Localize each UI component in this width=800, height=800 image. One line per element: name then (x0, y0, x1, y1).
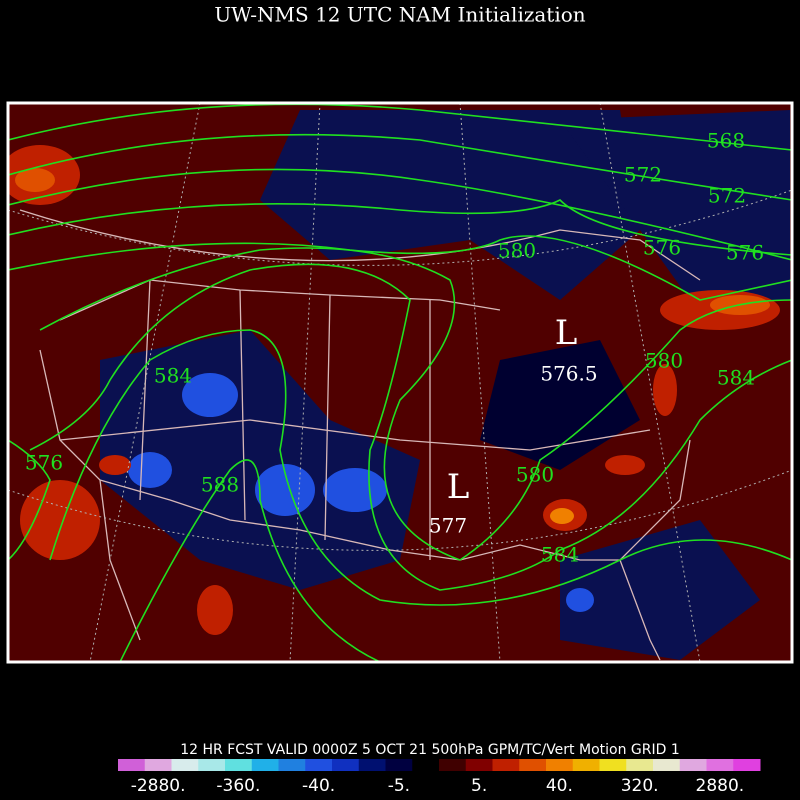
field-navy (260, 110, 640, 300)
colorbar-swatch (492, 759, 520, 771)
colorbar-swatch (465, 759, 493, 771)
colorbar-swatch (439, 759, 467, 771)
field-navy (100, 330, 420, 590)
colorbar-swatch (679, 759, 707, 771)
contour-label: 584 (717, 366, 755, 390)
colorbar-swatch (198, 759, 226, 771)
field-red (99, 455, 131, 475)
contour-label: 576 (25, 451, 63, 475)
contour-label: 580 (498, 239, 536, 263)
title: UW-NMS 12 UTC NAM Initialization (214, 3, 585, 27)
graticule (8, 103, 792, 662)
low-symbol: L (447, 467, 470, 507)
field-blue (182, 373, 238, 417)
colorbar-label: -5. (388, 776, 410, 796)
borders (19, 209, 701, 661)
low-symbol: L (555, 313, 578, 353)
contour-label: 572 (708, 184, 746, 208)
colorbar-swatch (144, 759, 172, 771)
contour-label: 584 (154, 364, 192, 388)
colorbar-swatch (385, 759, 413, 771)
field-red (653, 364, 677, 416)
colorbar-label: 5. (471, 776, 487, 796)
colorbar-swatch (572, 759, 600, 771)
colorbar-swatch (225, 759, 253, 771)
map-frame (6, 101, 794, 664)
field-navy (560, 110, 790, 300)
contour-label: 580 (516, 463, 554, 487)
colorbar-swatch (171, 759, 199, 771)
colorbar-label: 40. (546, 776, 573, 796)
field-red (605, 455, 645, 475)
field-blue (566, 588, 594, 612)
colorbar-swatch (706, 759, 734, 771)
colorbar: -2880. -360. -40. -5. 5. 40. 320. 2880. (118, 759, 761, 796)
field-orange (15, 168, 55, 192)
colorbar-label: 320. (621, 776, 659, 796)
colorbar-swatch (653, 759, 681, 771)
caption: 12 HR FCST VALID 0000Z 5 OCT 21 500hPa G… (180, 742, 680, 758)
colorbar-label: -2880. (131, 776, 186, 796)
field-orange (550, 508, 574, 524)
contour-label: 588 (201, 473, 239, 497)
low-value: 577 (429, 514, 467, 538)
contour-label: 568 (707, 129, 745, 153)
colorbar-swatch (251, 759, 279, 771)
field-navy (560, 520, 760, 660)
field-dark (480, 340, 640, 470)
field-blue (323, 468, 387, 512)
colorbar-label: -40. (302, 776, 335, 796)
colorbar-swatch (412, 759, 440, 771)
map-field (6, 101, 794, 664)
height-contours (8, 103, 792, 662)
contour-label: 572 (624, 163, 662, 187)
colorbar-swatch (546, 759, 574, 771)
field-blue (255, 464, 315, 516)
field-blue (128, 452, 172, 488)
colorbar-swatch (733, 759, 761, 771)
contour-label: 576 (726, 241, 764, 265)
colorbar-swatch (305, 759, 333, 771)
field-red (197, 585, 233, 635)
low-value: 576.5 (540, 362, 597, 386)
colorbar-swatch (358, 759, 386, 771)
colorbar-label: 2880. (696, 776, 745, 796)
colorbar-swatch (332, 759, 360, 771)
colorbar-swatch (278, 759, 306, 771)
colorbar-swatch (599, 759, 627, 771)
colorbar-swatch (626, 759, 654, 771)
contour-label: 584 (541, 543, 579, 567)
colorbar-swatch (118, 759, 146, 771)
colorbar-label: -360. (216, 776, 260, 796)
contour-label: 580 (645, 349, 683, 373)
map-labels: 568 572 572 576 576 580 580 584 584 576 588 580 584 L… (25, 129, 764, 567)
colorbar-swatch (519, 759, 547, 771)
field-red (20, 480, 100, 560)
contour-label: 576 (643, 236, 681, 260)
